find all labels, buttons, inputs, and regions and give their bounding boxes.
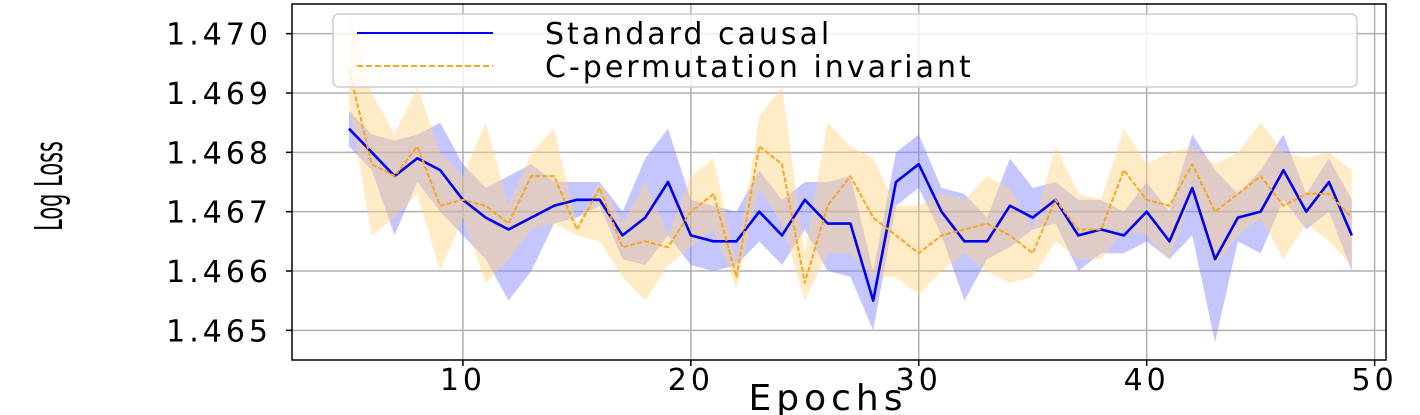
line-standard-causal (348, 127, 1354, 302)
series-lines (348, 69, 1354, 302)
y-tick-label: 1.467 (166, 196, 272, 231)
x-axis-label: Epochs (749, 378, 908, 415)
legend-label-standard-causal: Standard causal (545, 17, 832, 52)
legend-box (332, 13, 1358, 88)
y-tick-label: 1.466 (166, 255, 272, 290)
x-tick-label: 30 (896, 363, 942, 398)
y-tick-label: 1.470 (166, 18, 272, 53)
axis-ticks: 10 20 30 40 50 1.465 1.466 1.467 1.468 1.469 1.470 (166, 18, 1398, 398)
legend: Standard causal C-permutation invariant (332, 13, 1358, 88)
x-tick-label: 10 (440, 363, 486, 398)
x-tick-label: 50 (1352, 363, 1398, 398)
y-axis-label: Log Loss (29, 141, 72, 231)
y-tick-label: 1.469 (166, 77, 272, 112)
line-c-permutation-invariant (348, 69, 1353, 284)
y-tick-label: 1.468 (166, 136, 272, 171)
plot-frame (291, 3, 1387, 361)
legend-label-c-permutation-invariant: C-permutation invariant (545, 50, 974, 85)
x-tick-label: 20 (668, 363, 714, 398)
y-tick-label: 1.465 (166, 314, 272, 349)
x-tick-label: 40 (1124, 363, 1170, 398)
